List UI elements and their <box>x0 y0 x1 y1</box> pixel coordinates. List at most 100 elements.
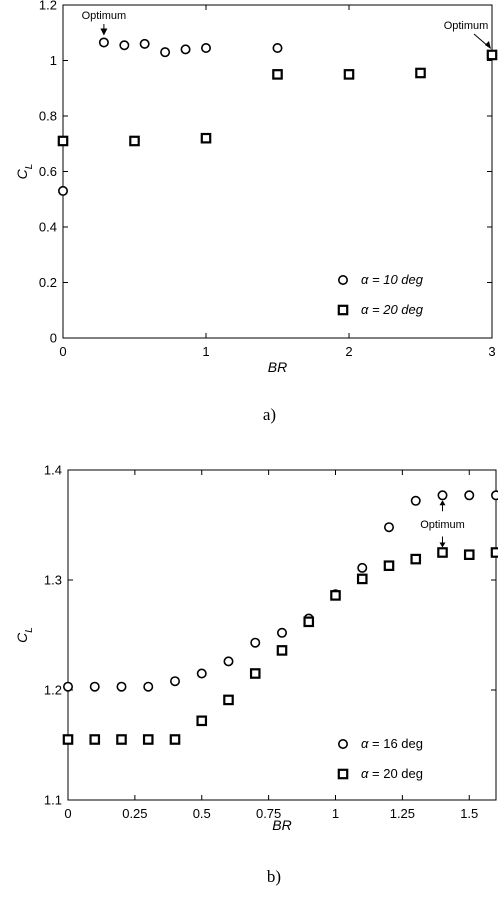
y-axis-label-sub: L <box>24 627 35 633</box>
x-axis-label: BR <box>272 817 291 833</box>
annotation-label: Optimum <box>444 20 489 32</box>
data-point-square <box>490 547 498 558</box>
data-point-square <box>249 668 261 679</box>
data-point-circle <box>160 47 171 58</box>
x-tick-label: 2 <box>345 344 352 359</box>
data-point-circle <box>119 40 130 51</box>
y-tick-label: 1.1 <box>44 793 62 808</box>
plot-frame <box>67 469 497 801</box>
data-point-square <box>129 135 140 147</box>
data-point-square <box>437 547 448 558</box>
y-axis-label-sub: L <box>24 164 35 170</box>
data-point-square <box>383 560 395 571</box>
annotation-arrowhead-down <box>439 542 446 548</box>
data-point-square <box>486 49 498 61</box>
y-axis-label: CL <box>14 164 35 180</box>
data-point-circle <box>357 562 368 573</box>
y-tick-label: 0.8 <box>39 109 57 124</box>
x-axis-label: BR <box>268 359 287 375</box>
data-point-square <box>343 69 355 80</box>
legend-text: = 20 deg <box>368 302 423 317</box>
data-point-square <box>200 132 212 144</box>
x-tick-label: 1 <box>202 344 209 359</box>
legend-alpha: α <box>361 272 369 287</box>
data-point-circle <box>223 656 234 667</box>
data-point-circle <box>383 522 394 533</box>
data-point-circle <box>437 490 448 501</box>
annotation-optimum: Optimum <box>444 20 491 49</box>
figure-caption: a) <box>263 405 276 424</box>
data-point-square <box>116 734 127 745</box>
x-tick-label: 0 <box>64 806 71 821</box>
data-point-circle <box>196 668 207 679</box>
y-tick-label: 1.2 <box>44 683 62 698</box>
data-point-square <box>142 734 154 745</box>
legend-text: = 16 deg <box>368 736 423 751</box>
y-tick-label: 1 <box>50 53 57 68</box>
y-tick-label: 1.3 <box>44 573 62 588</box>
x-tick-label: 0 <box>59 344 66 359</box>
data-point-square <box>57 135 69 147</box>
data-point-square <box>356 573 368 585</box>
data-point-square <box>196 715 208 727</box>
y-tick-label: 0.2 <box>39 275 57 290</box>
y-axis-label-main: C <box>14 168 30 179</box>
data-point-square <box>169 734 181 745</box>
y-tick-label: 1.2 <box>39 0 57 13</box>
annotation-arrowhead <box>485 40 491 49</box>
data-point-circle <box>276 627 287 638</box>
x-tick-label: 1.25 <box>390 806 415 821</box>
legend-alpha: α <box>361 736 369 751</box>
data-point-square <box>223 694 234 706</box>
legend-marker-circle <box>337 274 348 285</box>
legend-marker-square <box>337 768 349 780</box>
legend-text: = 20 deg <box>368 766 423 781</box>
legend-label: α = 10 deg <box>361 272 424 287</box>
data-point-circle <box>98 37 109 48</box>
data-point-circle <box>89 681 100 692</box>
data-point-square <box>272 69 283 80</box>
data-point-circle <box>250 637 261 648</box>
y-axis-label: CL <box>14 627 35 643</box>
data-point-circle <box>464 490 475 501</box>
x-tick-label: 0.25 <box>122 806 147 821</box>
data-point-circle <box>57 185 68 196</box>
data-point-circle <box>272 43 283 54</box>
figure-caption: b) <box>267 867 281 886</box>
data-point-circle <box>143 681 154 692</box>
data-point-circle <box>491 490 498 501</box>
x-tick-label: 0.5 <box>193 806 211 821</box>
y-tick-label: 0.4 <box>39 220 57 235</box>
y-tick-label: 0 <box>50 331 57 346</box>
x-tick-label: 1.5 <box>460 806 478 821</box>
x-tick-label: 0.75 <box>256 806 281 821</box>
annotation-arrowhead <box>100 28 108 36</box>
legend-text: = 10 deg <box>368 272 423 287</box>
data-point-square <box>330 590 341 601</box>
legend-label: α = 20 deg <box>361 766 423 781</box>
data-point-square <box>415 67 426 79</box>
y-tick-label: 1.4 <box>44 463 62 478</box>
annotation-optimum: Optimum <box>82 10 127 36</box>
x-tick-label: 3 <box>488 344 495 359</box>
x-tick-label: 1 <box>332 806 339 821</box>
data-point-square <box>410 553 422 565</box>
annotation-arrowhead-up <box>439 500 446 506</box>
annotation-optimum: Optimum <box>420 500 465 548</box>
data-point-circle <box>62 681 73 692</box>
y-axis-label-main: C <box>14 632 30 643</box>
data-point-circle <box>116 681 127 692</box>
legend-alpha: α <box>361 302 369 317</box>
data-point-circle <box>170 676 181 687</box>
annotation-label: Optimum <box>420 519 465 531</box>
data-point-square <box>463 549 475 560</box>
annotation-label: Optimum <box>82 10 127 22</box>
data-point-circle <box>139 38 150 49</box>
legend-marker-circle <box>337 738 348 749</box>
data-point-square <box>62 734 74 745</box>
plot-frame <box>62 4 493 339</box>
legend-alpha: α <box>361 766 369 781</box>
